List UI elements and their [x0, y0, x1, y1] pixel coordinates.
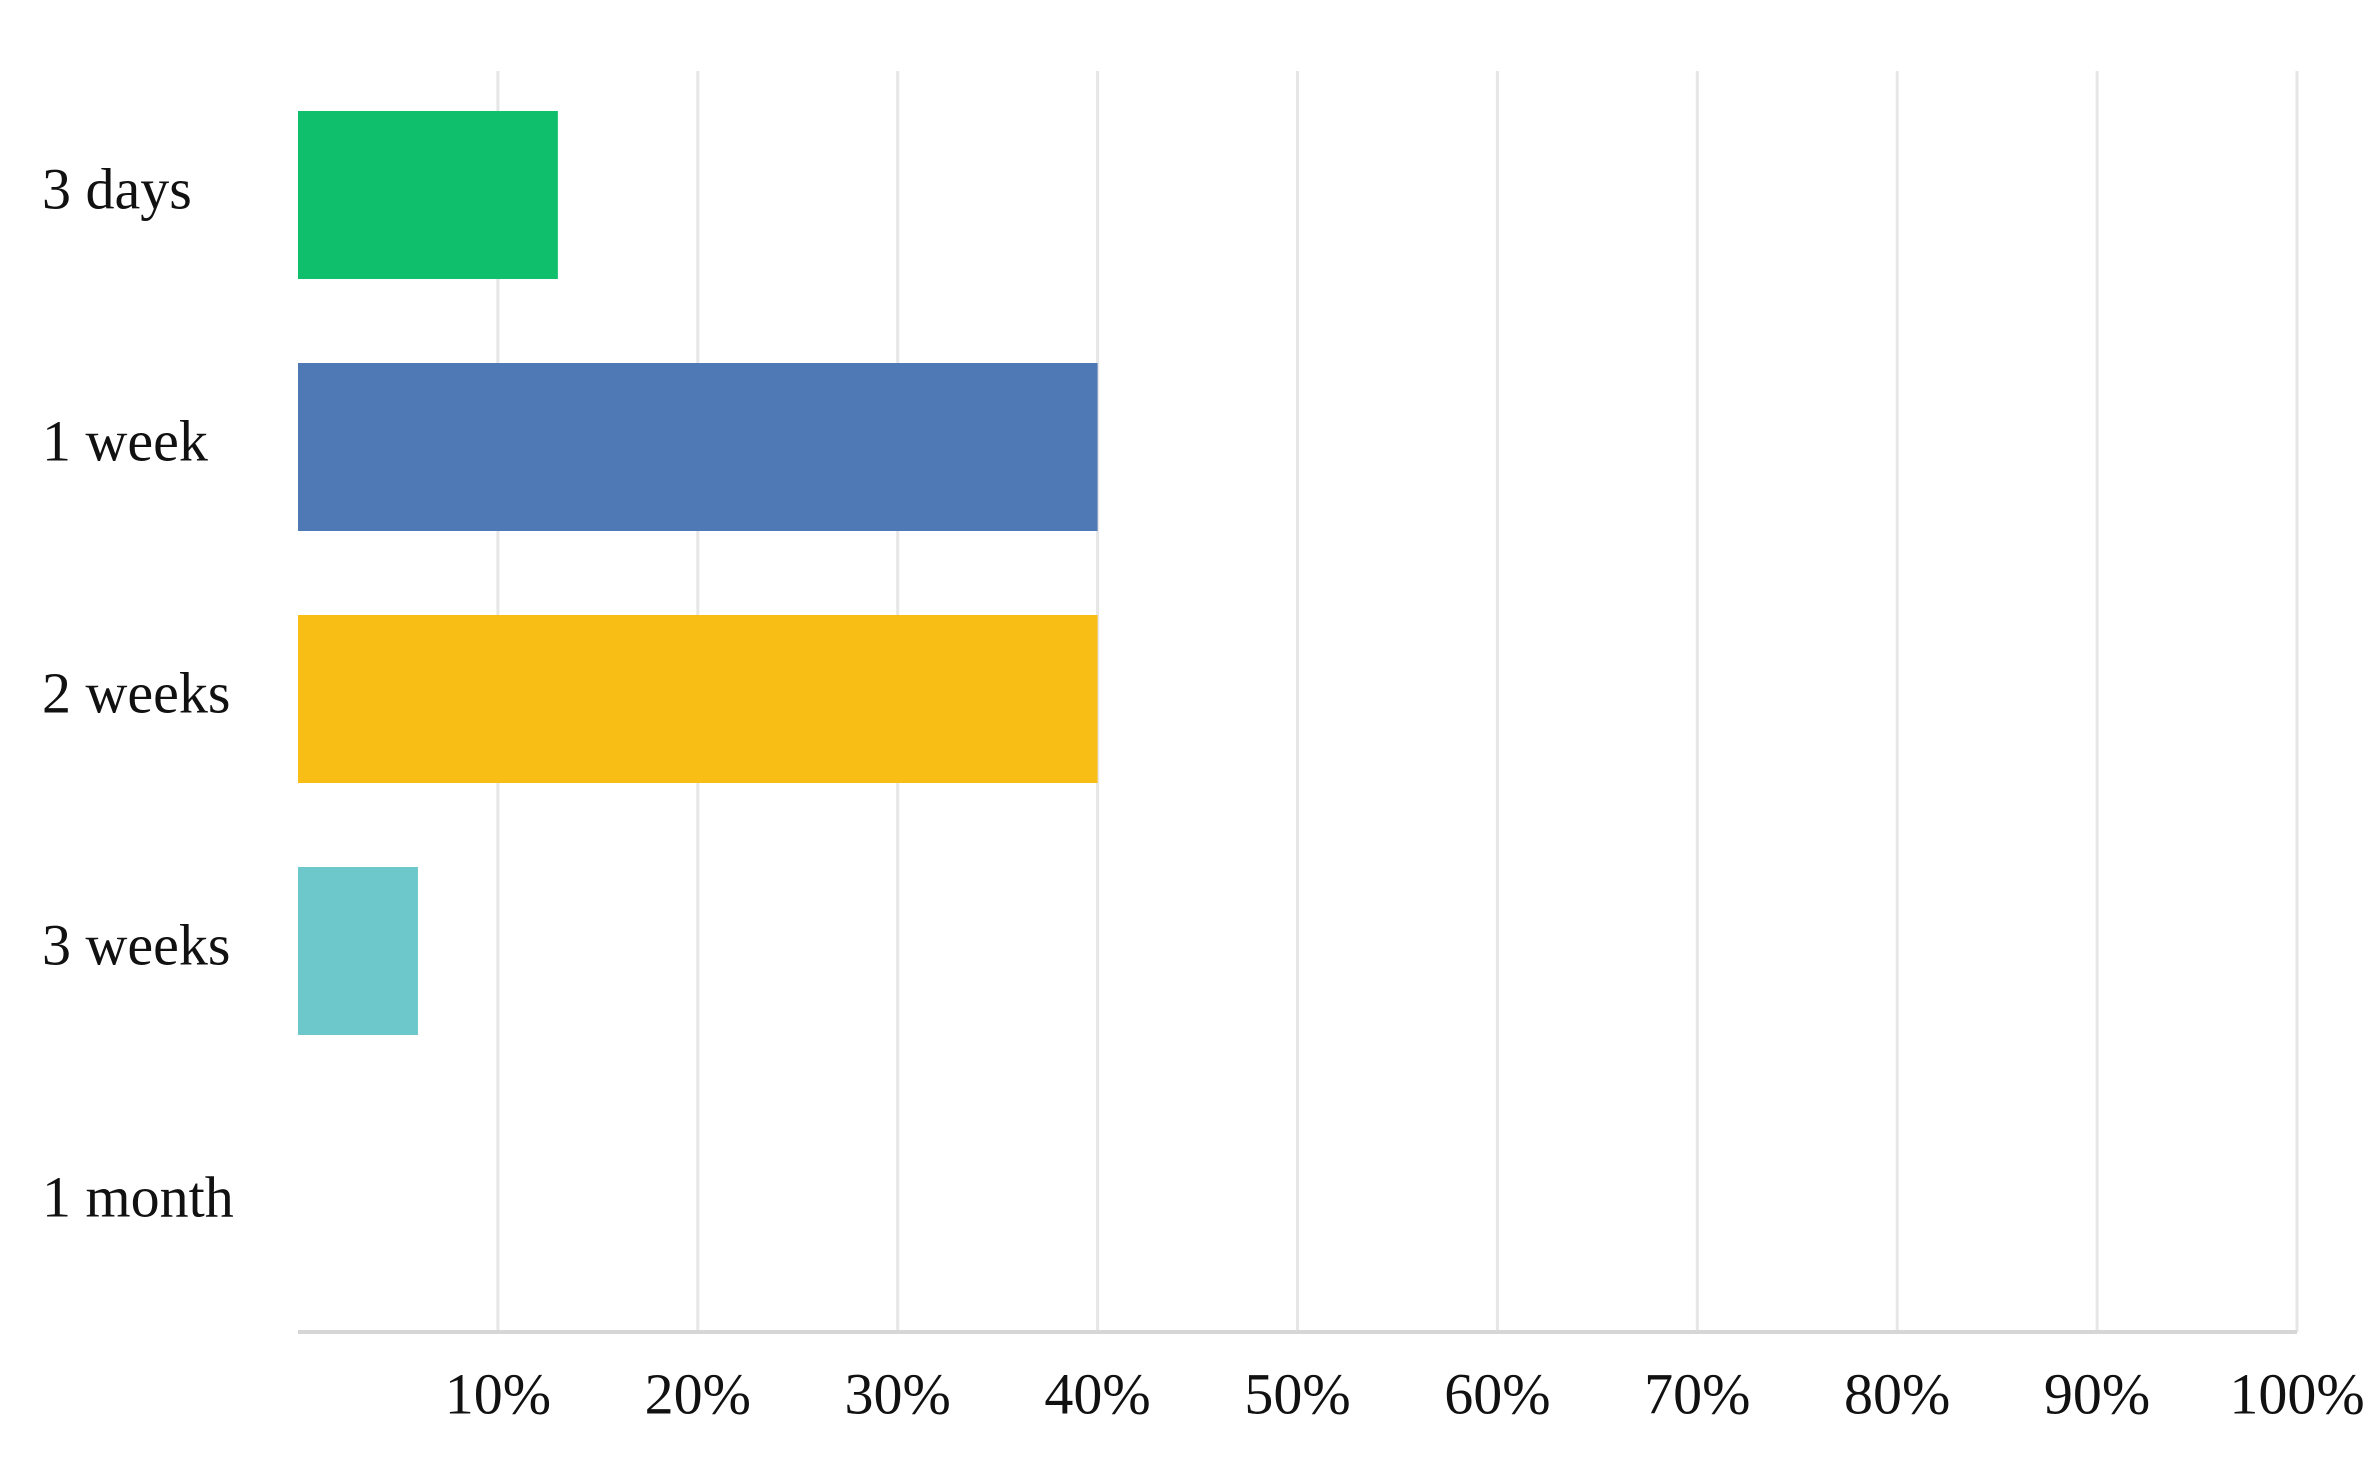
x-tick-label: 60%	[1444, 1361, 1550, 1426]
bar	[298, 615, 1098, 783]
y-tick-label: 1 month	[42, 1164, 234, 1229]
x-tick-label: 40%	[1044, 1361, 1150, 1426]
x-tick-label: 10%	[445, 1361, 551, 1426]
x-tick-label: 90%	[2044, 1361, 2150, 1426]
y-tick-label: 1 week	[42, 408, 208, 473]
x-tick-label: 100%	[2229, 1361, 2364, 1426]
y-tick-label: 2 weeks	[42, 660, 230, 725]
y-tick-label: 3 weeks	[42, 912, 230, 977]
x-tick-label: 70%	[1644, 1361, 1750, 1426]
bar	[298, 867, 418, 1035]
bar	[298, 111, 558, 279]
x-tick-label: 80%	[1844, 1361, 1950, 1426]
bar	[298, 363, 1098, 531]
x-tick-label: 50%	[1244, 1361, 1350, 1426]
y-tick-label: 3 days	[42, 156, 192, 221]
x-tick-label: 30%	[845, 1361, 951, 1426]
x-tick-label: 20%	[645, 1361, 751, 1426]
